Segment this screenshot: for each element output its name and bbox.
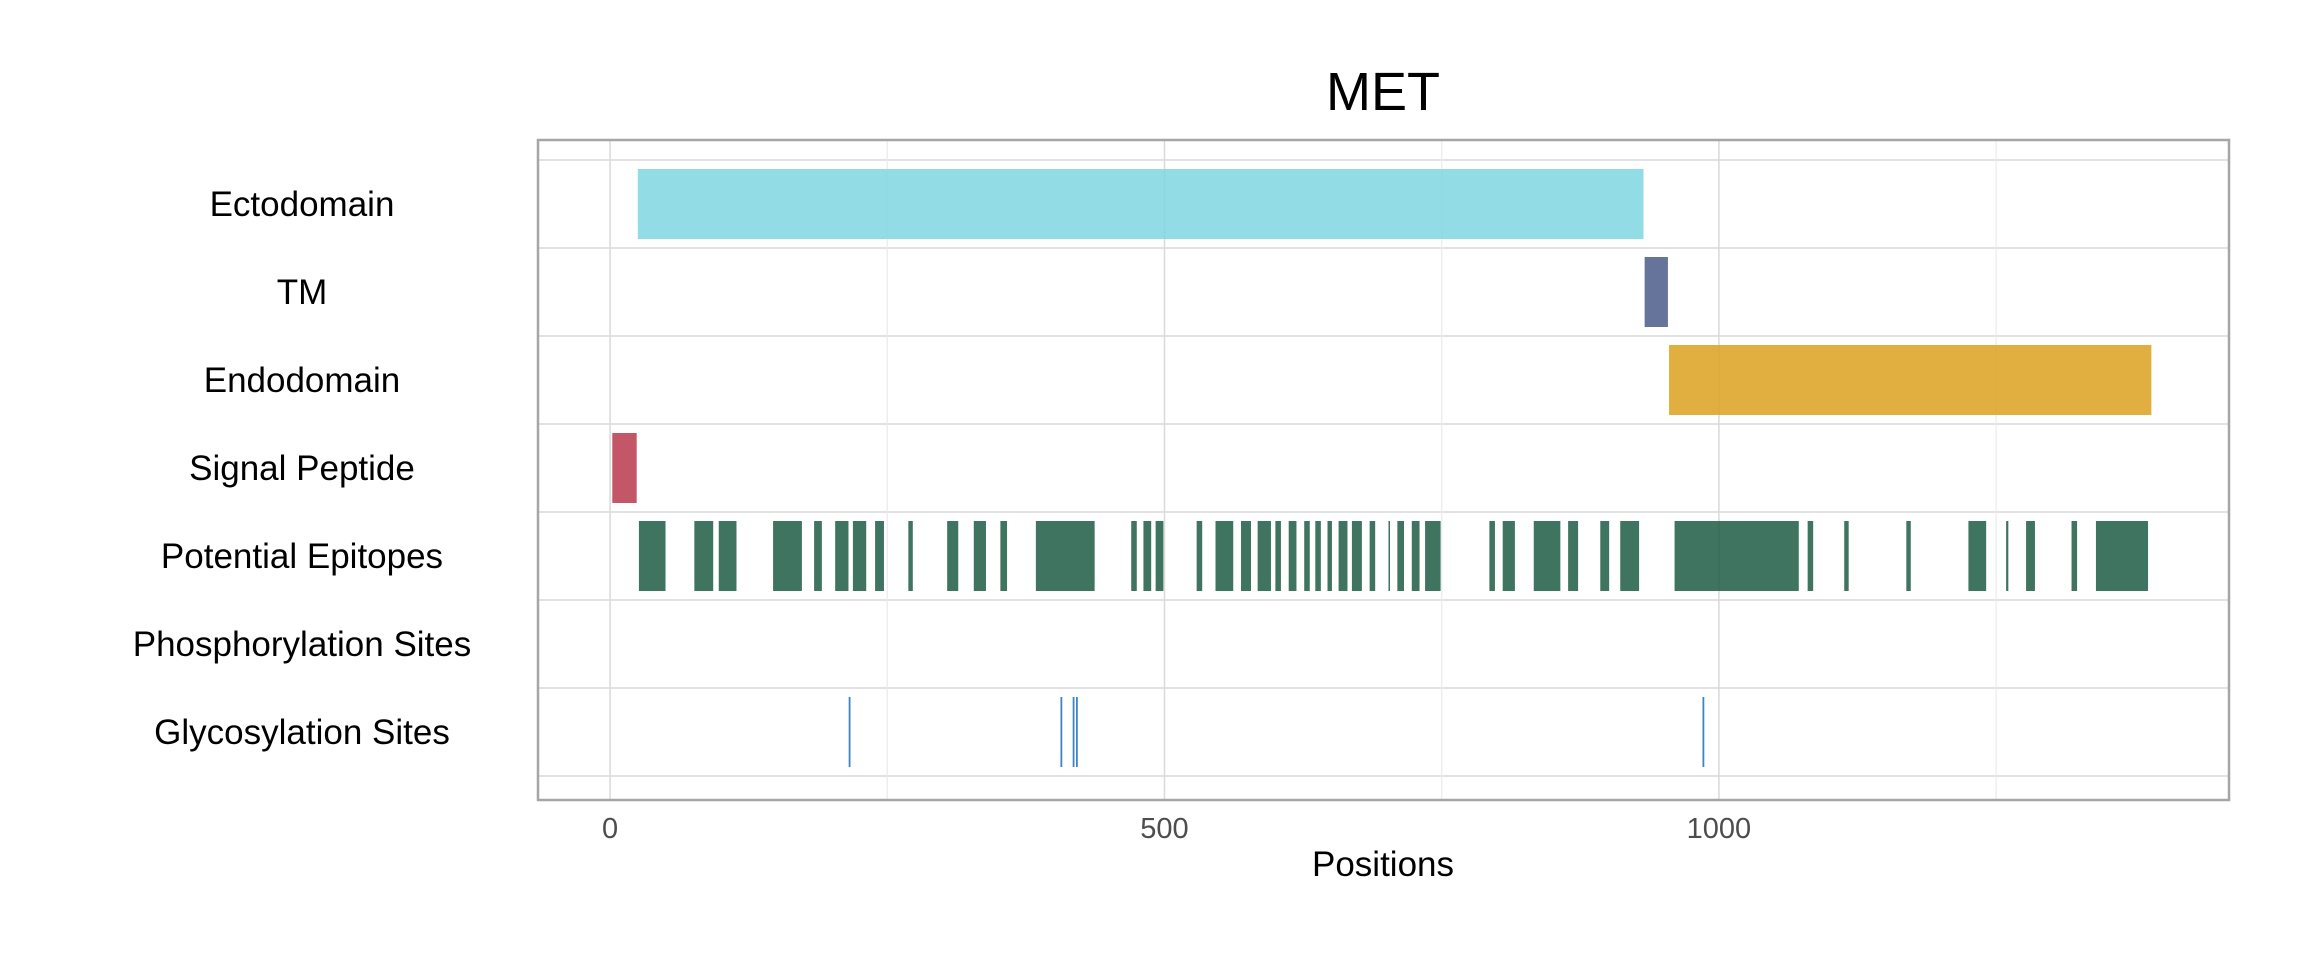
x-tick-label: 500	[1140, 813, 1188, 845]
category-label: Signal Peptide	[189, 449, 415, 488]
category-label: Ectodomain	[210, 185, 395, 224]
segment-bar	[1644, 257, 1668, 327]
segment-bar	[835, 521, 849, 591]
x-tick-labels: 0 500 1000	[602, 813, 1751, 845]
segment-bar	[1196, 521, 1203, 591]
segment-bar	[1215, 521, 1234, 591]
segment-bar	[1143, 521, 1152, 591]
segment-bar	[1288, 521, 1297, 591]
segment-bar	[814, 521, 822, 591]
segment-bar	[1369, 521, 1376, 591]
segment-bar	[1327, 521, 1332, 591]
segment-bar	[1304, 521, 1310, 591]
segment-bar	[908, 521, 913, 591]
segment-bar	[1600, 521, 1610, 591]
segment-bar	[1533, 521, 1561, 591]
grid-layer	[538, 140, 2229, 800]
segment-bar	[1351, 521, 1362, 591]
x-axis-label: Positions	[1312, 845, 1454, 884]
segment-bar	[638, 521, 666, 591]
segment-bar	[1131, 521, 1137, 591]
segment-bar	[1397, 521, 1405, 591]
category-labels: Ectodomain TM Endodomain Signal Peptide Pote…	[133, 185, 472, 752]
segment-bar	[1315, 521, 1321, 591]
segment-bar	[1241, 521, 1251, 591]
segment-bar	[2006, 521, 2009, 591]
category-label: Endodomain	[204, 361, 401, 400]
segment-bar	[1669, 345, 2152, 415]
segment-bar	[612, 433, 637, 503]
segment-bar	[1155, 521, 1164, 591]
segment-bar	[875, 521, 884, 591]
segment-bar	[1035, 521, 1095, 591]
category-label: Potential Epitopes	[161, 537, 443, 576]
segment-bar	[947, 521, 959, 591]
segment-bar	[1275, 521, 1281, 591]
segment-bar	[1489, 521, 1495, 591]
segment-bar	[1568, 521, 1579, 591]
panel-border	[536, 138, 2231, 802]
category-label: Phosphorylation Sites	[133, 625, 472, 664]
segment-bar	[1620, 521, 1640, 591]
segment-bar	[637, 169, 1644, 239]
segment-bar	[2071, 521, 2078, 591]
segment-bar	[1906, 521, 1911, 591]
segment-bar	[1425, 521, 1441, 591]
segment-bar	[1000, 521, 1008, 591]
segment-bar	[1257, 521, 1271, 591]
segment-bar	[1674, 521, 1799, 591]
segment-bar	[2095, 521, 2149, 591]
segment-bar	[852, 521, 867, 591]
bar-layer	[612, 169, 2152, 767]
segment-bar	[1844, 521, 1849, 591]
segment-bar	[1807, 521, 1814, 591]
segment-bar	[2026, 521, 2035, 591]
segment-bar	[1502, 521, 1515, 591]
segment-bar	[1968, 521, 1987, 591]
chart-title: MET	[1326, 62, 1440, 122]
category-label: TM	[277, 273, 328, 312]
segment-bar	[1338, 521, 1348, 591]
segment-bar	[1388, 521, 1390, 591]
segment-bar	[773, 521, 802, 591]
segment-bar	[1411, 521, 1420, 591]
segment-bar	[694, 521, 714, 591]
category-label: Glycosylation Sites	[154, 713, 450, 752]
x-tick-label: 0	[602, 813, 618, 845]
x-tick-label: 1000	[1687, 813, 1752, 845]
segment-bar	[718, 521, 737, 591]
segment-bar	[973, 521, 986, 591]
